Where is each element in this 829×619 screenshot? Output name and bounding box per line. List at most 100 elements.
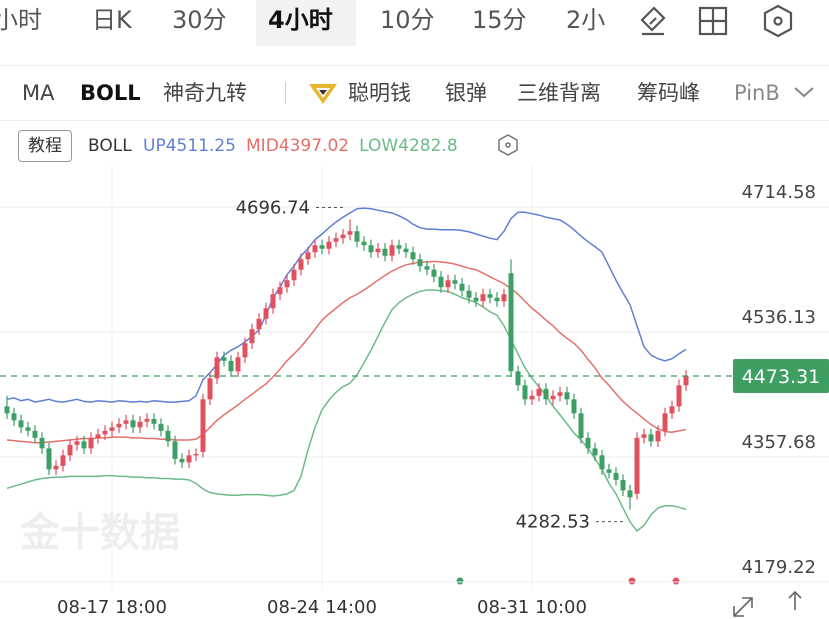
x-tick-label: 08-17 18:00 [57, 597, 167, 618]
legend-value: 4511.25 [166, 136, 236, 156]
candle-body [459, 283, 465, 291]
candle-body [599, 455, 605, 470]
max-label: 4696.74 [236, 197, 310, 218]
candle-body [109, 427, 115, 431]
candle-body [508, 273, 514, 372]
candle-body [382, 248, 388, 256]
candle-body [417, 259, 423, 267]
candle-body [557, 392, 563, 396]
y-tick-label: 4714.58 [742, 182, 816, 203]
candle-body [179, 458, 185, 463]
candle-body [172, 441, 178, 459]
legend-indicator: BOLL [88, 136, 132, 156]
candle-body [151, 418, 157, 424]
indicator[interactable]: MA [22, 81, 55, 105]
tutorial-button[interactable]: 教程 [18, 130, 72, 162]
candle-body [361, 241, 367, 246]
candle-body [263, 308, 269, 319]
fullscreen-icons[interactable] [733, 590, 802, 617]
candle-body [291, 269, 297, 281]
indicator-active[interactable]: BOLL [80, 81, 141, 105]
active-tab-bg [256, 0, 356, 46]
candle-body [676, 385, 682, 407]
divider [0, 120, 829, 121]
candle-body [347, 231, 353, 235]
event-marker[interactable] [456, 577, 464, 585]
candle-body [305, 252, 311, 260]
candle-body [655, 430, 661, 442]
event-marker[interactable] [672, 577, 680, 585]
expand-chevron[interactable] [792, 82, 816, 102]
boll-line [6, 260, 687, 444]
layout-icon[interactable] [698, 6, 728, 36]
candle-body [529, 395, 535, 400]
tab[interactable]: 30分 [172, 6, 227, 34]
tab[interactable]: 2小 [566, 6, 606, 34]
candle-body [669, 406, 675, 414]
settings-icon[interactable] [763, 4, 793, 38]
candle-body [193, 453, 199, 456]
candle-body [4, 406, 10, 414]
candle-body [452, 280, 458, 284]
indicator[interactable]: PinB [734, 81, 780, 105]
candle-body [403, 248, 409, 253]
draw-tool-icon[interactable] [640, 6, 666, 36]
candle-body [88, 437, 94, 449]
candle-body [116, 423, 122, 428]
candle-body [207, 378, 213, 400]
tab[interactable]: 日K [92, 6, 132, 34]
candle-body [487, 294, 493, 298]
tab-active[interactable]: 4小时 [268, 6, 333, 34]
indicator[interactable]: 三维背离 [517, 81, 601, 105]
indicator[interactable]: 筹码峰 [637, 81, 700, 105]
candle-body [18, 420, 24, 428]
candle-body [375, 248, 381, 253]
candle-body [634, 437, 640, 494]
candle-body [571, 399, 577, 414]
smart-money-icon [309, 84, 337, 104]
legend-name: UP [143, 136, 166, 156]
candle-body [228, 360, 234, 372]
indicator[interactable]: 神奇九转 [163, 81, 247, 105]
candle-body [431, 269, 437, 277]
candle-body [32, 430, 38, 438]
current-price-tag [733, 358, 829, 393]
legend-entry: UP4511.25 [143, 136, 236, 156]
tab[interactable]: 10分 [380, 6, 435, 34]
candle-body [438, 276, 444, 288]
candle-body [130, 420, 136, 428]
current-price-label: 4473.31 [742, 366, 821, 388]
candle-body [445, 280, 451, 288]
candle-body [60, 455, 66, 466]
tab[interactable]: 15分 [472, 6, 527, 34]
candle-body [592, 448, 598, 456]
candle-body [641, 434, 647, 438]
legend-name: MID [246, 136, 279, 156]
candle-body [662, 413, 668, 431]
candle-body [501, 294, 507, 302]
legend-entry: MID4397.02 [246, 136, 349, 156]
candle-body [543, 388, 549, 400]
candle-body [102, 430, 108, 435]
boll-line [6, 207, 687, 403]
indicator[interactable]: 银弹 [445, 81, 487, 105]
candle-body [11, 413, 17, 421]
candle-body [200, 399, 206, 452]
x-tick-label: 08-24 14:00 [267, 597, 377, 618]
candle-body [564, 392, 570, 400]
candle-body [270, 294, 276, 309]
event-marker[interactable] [628, 577, 636, 585]
legend-value: 4282.8 [398, 136, 457, 156]
candle-body [123, 420, 129, 424]
y-tick-label: 4357.68 [742, 432, 816, 453]
candle-body [620, 479, 626, 491]
legend-settings-icon[interactable] [498, 134, 518, 156]
candle-body [214, 357, 220, 379]
tab[interactable]: 小时 [0, 6, 42, 34]
candle-body [39, 437, 45, 449]
candle-body [319, 245, 325, 249]
candle-body [333, 238, 339, 242]
indicator[interactable]: 聪明钱 [348, 81, 411, 105]
candle-body [242, 343, 248, 358]
